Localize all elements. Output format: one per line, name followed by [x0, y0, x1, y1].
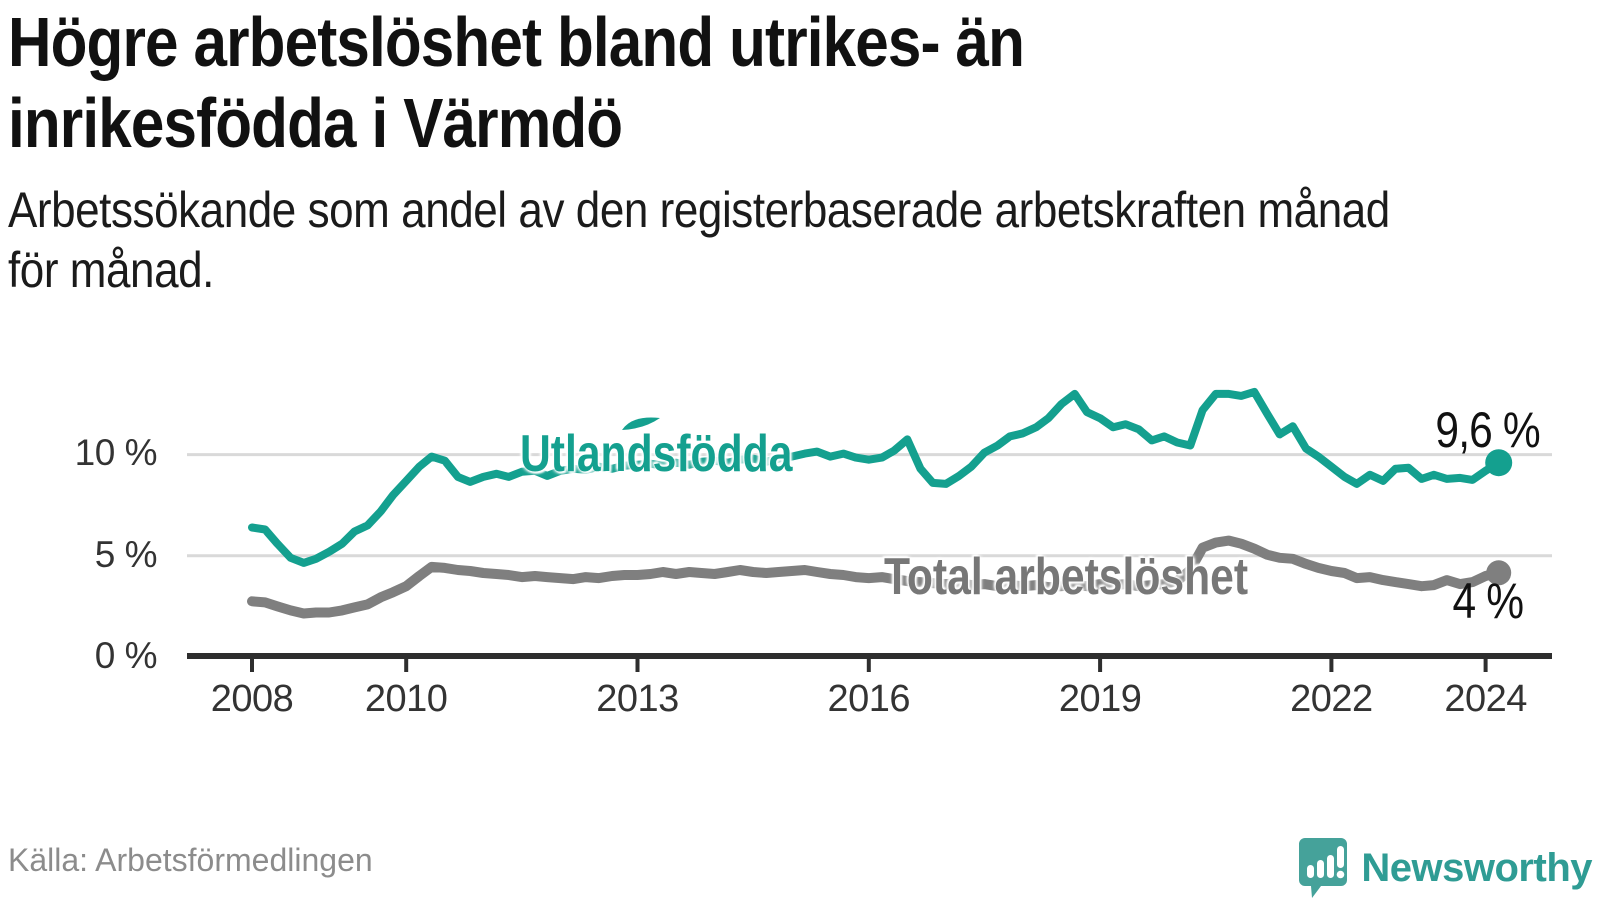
x-tick-label-2008: 2008: [210, 678, 294, 720]
line-total-arbetsloshet: [247, 535, 1504, 619]
value-label-utlandsfodda: 9,6 %: [1435, 402, 1541, 458]
title-line-1: Högre arbetslöshet bland utrikes- än: [8, 3, 1025, 81]
y-tick-label-10: 10 %: [74, 432, 158, 473]
brand-name: Newsworthy: [1361, 845, 1592, 890]
subtitle-line-2: för månad.: [8, 242, 214, 298]
series-label-utlandsfodda: Utlandsfödda: [520, 425, 793, 483]
brand-logo: Newsworthy: [1297, 836, 1592, 900]
value-label-total: 4 %: [1452, 573, 1524, 629]
page-title: Högre arbetslöshet bland utrikes- än inr…: [8, 2, 1025, 163]
x-tick-label-2024: 2024: [1444, 678, 1527, 720]
series-label-total: Total arbetslöshet: [884, 548, 1249, 606]
title-line-2: inrikesfödda i Värmdö: [8, 83, 623, 162]
x-tick-label-2010: 2010: [364, 678, 448, 720]
y-tick-label-5: 5 %: [94, 534, 158, 575]
subtitle-line-1: Arbetssökande som andel av den registerb…: [8, 182, 1390, 238]
newsworthy-logo-icon: [1299, 838, 1348, 898]
chart-subtitle: Arbetssökande som andel av den registerb…: [8, 180, 1390, 300]
y-tick-label-0: 0 %: [94, 635, 158, 676]
end-dot-utlandsfodda: [1485, 449, 1513, 477]
line-utlandsfodda: [248, 387, 1503, 567]
end-dot-total: [1486, 560, 1512, 586]
x-tick-label-2019: 2019: [1058, 678, 1142, 720]
source-attribution: Källa: Arbetsförmedlingen: [8, 842, 373, 878]
x-tick-label-2013: 2013: [596, 678, 679, 720]
x-tick-label-2022: 2022: [1290, 678, 1373, 720]
x-tick-label-2016: 2016: [827, 678, 911, 720]
leaf-decoration-icon: [622, 417, 660, 430]
